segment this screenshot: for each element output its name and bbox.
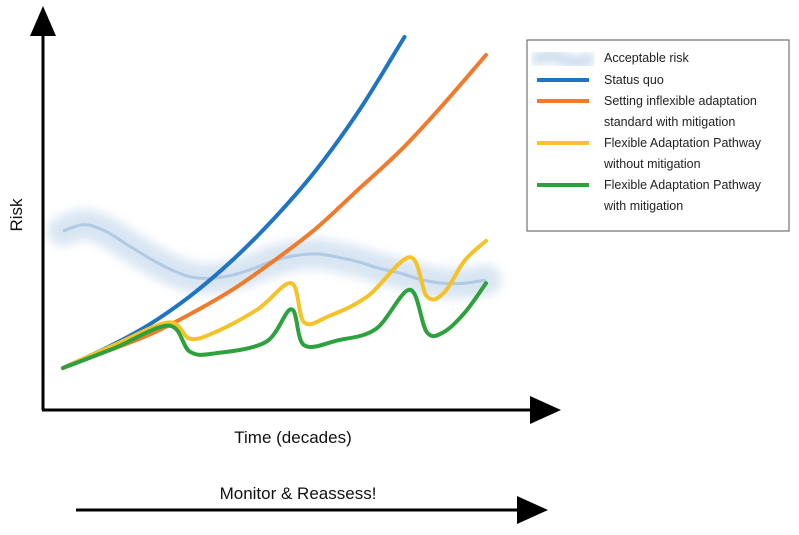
legend: Acceptable risk Status quo Setting inflexi…: [526, 39, 790, 232]
legend-box: [526, 39, 790, 232]
series-band-acceptable-risk: [48, 209, 501, 299]
legend-label-setting-inflexible-adaptation-standard-with-mitigation-line-2: standard with mitigation: [604, 115, 735, 129]
x-axis-arrowhead: [530, 396, 561, 424]
series-line-flexible-adaptation-pathway-with-mitigation: [61, 281, 488, 370]
y-axis-label: Risk: [7, 198, 26, 232]
series-line-status-quo: [61, 34, 407, 370]
legend-label-setting-inflexible-adaptation-standard-with-mitigation-line-1: Setting inflexible adaptation: [604, 94, 757, 108]
legend-label-acceptable-risk: Acceptable risk: [604, 51, 690, 65]
y-axis-arrowhead: [30, 6, 56, 36]
legend-swatch-acceptable-risk: [530, 49, 596, 69]
x-axis-label: Time (decades): [234, 428, 351, 447]
plot-lines: [48, 34, 501, 370]
series-line-flexible-adaptation-pathway-without-mitigation: [61, 238, 488, 370]
legend-label-flexible-adaptation-pathway-without-mitigation-line-2: without mitigation: [603, 157, 701, 171]
series-line-setting-inflexible-adaptation-standard-with-mitigation: [61, 53, 488, 370]
legend-label-flexible-adaptation-pathway-with-mitigation-line-2: with mitigation: [603, 199, 683, 213]
banner-arrowhead: [517, 496, 548, 524]
legend-label-flexible-adaptation-pathway-with-mitigation-line-1: Flexible Adaptation Pathway: [604, 178, 762, 192]
banner-label: Monitor & Reassess!: [220, 484, 377, 503]
legend-label-status-quo: Status quo: [604, 73, 664, 87]
legend-label-flexible-adaptation-pathway-without-mitigation-line-1: Flexible Adaptation Pathway: [604, 136, 762, 150]
